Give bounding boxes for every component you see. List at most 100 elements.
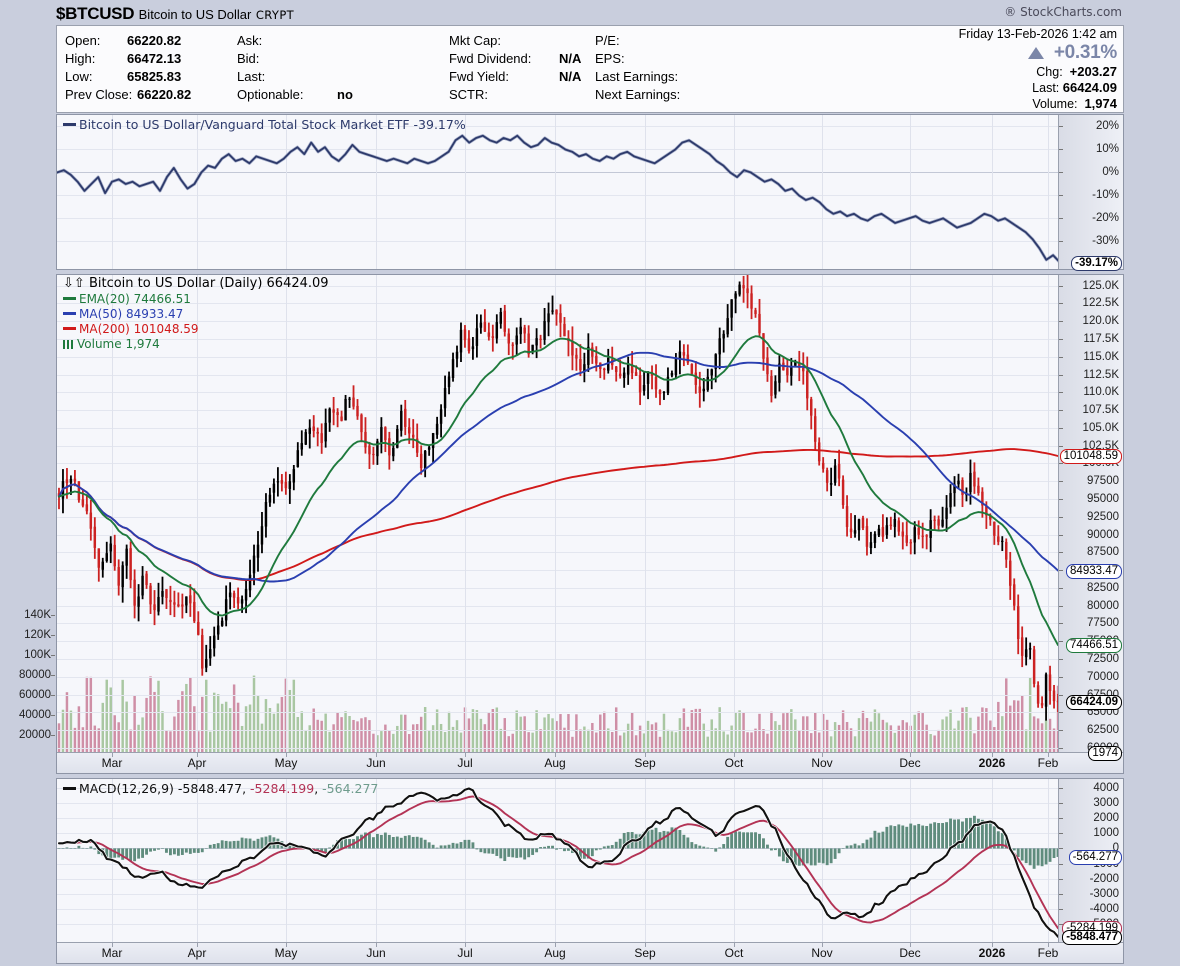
x-axis-tickmark: [645, 943, 646, 947]
volume-y-axis-tick: 140K: [24, 609, 51, 621]
x-axis-label: Dec: [899, 756, 921, 770]
volume-y-axis-tick: 80000: [19, 669, 51, 681]
quote-last-earnings-label: Last Earnings:: [595, 69, 679, 84]
x-axis-tickmark: [376, 753, 377, 757]
y-axis-tickmark: [1059, 659, 1063, 660]
x-axis-tickmark: [286, 753, 287, 757]
y-axis-tickmark: [1059, 747, 1063, 749]
gridline: [57, 909, 1059, 910]
y-axis-tick: 82500: [1087, 581, 1119, 594]
price-tag: -5848.477: [1062, 929, 1122, 945]
gridline-vertical: [286, 115, 287, 269]
price-plot[interactable]: [57, 275, 1059, 753]
quote-optionable-label: Optionable:: [237, 87, 304, 102]
y-axis-tickmark: [1059, 863, 1063, 865]
y-axis-tickmark: [1059, 605, 1063, 607]
quote-open-value: 66220.82: [127, 33, 182, 48]
gridline: [57, 570, 1059, 571]
ma200-legend: MA(200) 101048.59: [63, 322, 199, 336]
gridline: [57, 864, 1059, 865]
gridline-vertical: [734, 115, 735, 269]
y-axis-tickmark: [1059, 481, 1063, 483]
y-axis-tickmark: [1059, 818, 1063, 820]
x-axis-tickmark: [910, 943, 911, 947]
y-axis-tickmark: [1059, 712, 1063, 714]
quote-low-label: Low:: [65, 69, 93, 84]
volume-y-axis: 140K 120K 100K 80000 60000 40000 20000: [1, 275, 55, 755]
gridline-vertical: [197, 779, 198, 943]
y-axis-tick: -3000: [1089, 887, 1119, 900]
y-axis-tick: 120.0K: [1082, 315, 1119, 328]
volume-y-axis-tickmark: [51, 715, 55, 716]
y-axis-tickmark: [1059, 623, 1063, 625]
gridline-vertical: [465, 779, 466, 943]
y-axis-tick: 107.5K: [1082, 404, 1119, 417]
x-axis-tickmark: [910, 753, 911, 757]
ma50-legend-label: MA(50) 84933.47: [79, 307, 184, 321]
change-label: Chg:: [1036, 65, 1063, 79]
x-axis-tickmark: [734, 943, 735, 947]
y-axis-tickmark: [1059, 833, 1063, 835]
gridline: [57, 241, 1059, 242]
ratio-y-axis: 20% 10% 0% -10% -20% -30%: [1058, 115, 1123, 269]
gridline-vertical: [822, 275, 823, 753]
y-axis-tickmark: [1059, 788, 1063, 790]
volume-y-axis-tickmark: [51, 655, 55, 656]
macd-plot[interactable]: [57, 779, 1059, 943]
quote-summary: Friday 13-Feb-2026 1:42 am +0.31% Chg: +…: [897, 27, 1121, 112]
gridline: [57, 149, 1059, 150]
gridline: [57, 446, 1059, 447]
y-axis-tick: 20%: [1095, 120, 1119, 133]
macd-legend-macd: -5848.477: [177, 781, 243, 796]
gridline-vertical: [112, 275, 113, 753]
x-axis-tickmark: [734, 753, 735, 757]
y-axis-tickmark: [1059, 908, 1063, 910]
y-axis-tickmark: [1059, 893, 1063, 895]
y-axis-tickmark: [1059, 241, 1063, 243]
x-axis-label: May: [274, 946, 298, 960]
gridline-vertical: [992, 779, 993, 943]
chart-title: $BTCUSD Bitcoin to US Dollar CRYPT: [56, 4, 294, 24]
gridline-vertical: [992, 115, 993, 269]
gridline: [57, 748, 1059, 749]
ema20-legend-label: EMA(20) 74466.51: [79, 292, 191, 306]
y-axis-tickmark: [1059, 410, 1063, 412]
quote-fwd-dividend-label: Fwd Dividend:: [449, 51, 532, 66]
x-axis-tickmark: [992, 943, 993, 947]
ticker-symbol: $BTCUSD: [56, 4, 135, 23]
y-axis-tickmark: [1059, 126, 1063, 128]
x-axis-tickmark: [1048, 943, 1049, 947]
y-axis-tickmark: [1059, 552, 1063, 554]
price-tag: 101048.59: [1059, 448, 1122, 464]
x-axis-label: Aug: [544, 756, 566, 770]
ratio-plot[interactable]: [57, 115, 1059, 269]
y-axis-tickmark: [1059, 641, 1063, 643]
x-axis-tickmark: [197, 943, 198, 947]
volume-legend: Volume 1,974: [63, 337, 160, 351]
ratio-panel: 20% 10% 0% -10% -20% -30% Bitcoin to US Dolla…: [56, 114, 1124, 272]
x-axis-label: May: [274, 756, 298, 770]
gridline: [57, 428, 1059, 429]
ma200-legend-label: MA(200) 101048.59: [79, 322, 199, 336]
x-axis-tickmark: [822, 753, 823, 757]
gridline: [57, 126, 1059, 127]
y-axis-tickmark: [1059, 534, 1063, 536]
gridline: [57, 172, 1059, 173]
x-axis-label: Feb: [1037, 756, 1059, 770]
y-axis-tickmark: [1059, 149, 1063, 151]
chart-canvas: [57, 786, 1059, 939]
y-axis-tick: -20%: [1092, 212, 1119, 225]
y-axis-tick: 62500: [1087, 724, 1119, 737]
y-axis-tickmark: [1059, 427, 1063, 429]
x-axis-label: Jun: [366, 946, 386, 960]
macd-legend: MACD(12,26,9) -5848.477, -5284.199, -564…: [63, 781, 378, 796]
price-tag: 74466.51: [1066, 638, 1122, 654]
volume-value: 1,974: [1084, 96, 1117, 111]
y-axis-tickmark: [1059, 694, 1063, 696]
gridline-vertical: [465, 275, 466, 753]
y-axis-tick: 4000: [1093, 782, 1119, 795]
y-axis-tick: 0%: [1102, 166, 1119, 179]
gridline-vertical: [376, 779, 377, 943]
x-axis-tickmark: [555, 753, 556, 757]
quote-sctr-label: SCTR:: [449, 87, 488, 102]
